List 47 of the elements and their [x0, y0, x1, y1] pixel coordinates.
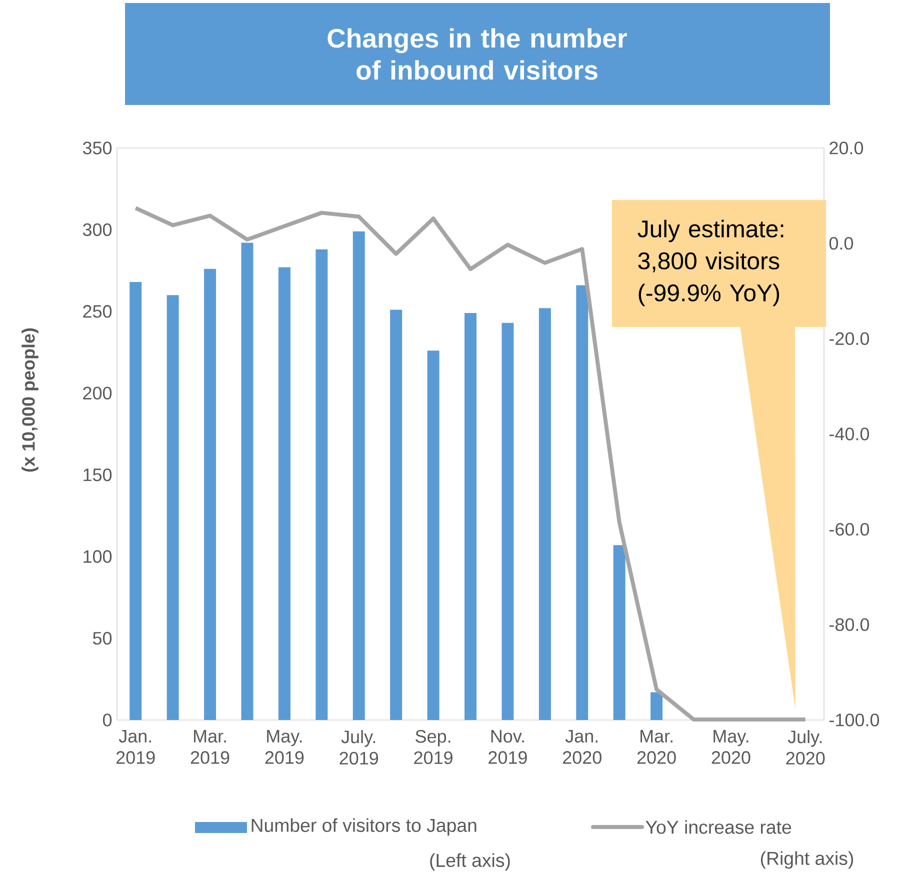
- x-tick-label: May. 2019: [265, 730, 304, 764]
- bar: [502, 322, 514, 720]
- y-tick-label: 150: [84, 468, 112, 482]
- y-axis-title: (x 10,000 people): [22, 328, 38, 472]
- bar: [352, 231, 365, 720]
- x-tick-label: Mar. 2019: [190, 730, 230, 764]
- x-tick-label: July. 2020: [786, 730, 825, 765]
- x-tick-label: Nov. 2019: [488, 730, 527, 764]
- bar: [464, 313, 476, 720]
- x-tick-label: Mar. 2020: [637, 730, 676, 764]
- bar: [613, 545, 626, 720]
- y2-tick-label: -100.0: [830, 714, 880, 726]
- y-tick-label: 0: [102, 714, 112, 726]
- bar: [650, 692, 663, 720]
- y-tick-label: 50: [92, 632, 112, 645]
- y2-tick-label: -40.0: [830, 428, 870, 440]
- bar: [278, 267, 290, 720]
- y-tick-label: 300: [82, 223, 112, 236]
- legend-label: Number of visitors to Japan: [252, 818, 476, 836]
- y-tick-label: 100: [84, 550, 112, 563]
- legend-label: YoY increase rate: [646, 820, 792, 834]
- y-tick-label: 350: [82, 142, 112, 154]
- bar: [576, 285, 588, 720]
- x-tick-label: Sep. 2019: [414, 730, 452, 764]
- bar: [241, 242, 254, 720]
- x-tick-label: July. 2019: [340, 730, 378, 765]
- bar: [538, 308, 551, 720]
- bar: [166, 295, 179, 720]
- y2-tick-label: 0.0: [829, 236, 854, 250]
- annotation: July estimate: 3,800 visitors (-99.9% YoY): [638, 220, 784, 306]
- y2-tick-label: -80.0: [830, 618, 870, 632]
- bar: [316, 249, 328, 720]
- y-tick-label: 200: [83, 386, 112, 400]
- bar: [130, 282, 142, 720]
- bar: [204, 268, 216, 720]
- y2-tick-label: -20.0: [830, 332, 870, 346]
- y-tick-label: 250: [83, 305, 112, 318]
- y2-tick-label: 20.0: [830, 142, 864, 154]
- chart-title: Changes in the number of inbound visitors: [328, 28, 627, 80]
- y2-tick-label: -60.0: [830, 522, 870, 536]
- x-tick-label: Jan. 2019: [116, 730, 155, 764]
- text: (Left axis): [430, 853, 510, 871]
- x-tick-label: Jan. 2020: [563, 730, 602, 764]
- text: (Right axis): [760, 851, 854, 869]
- bar: [427, 350, 440, 720]
- x-tick-label: May. 2020: [712, 730, 750, 764]
- bar: [390, 310, 402, 720]
